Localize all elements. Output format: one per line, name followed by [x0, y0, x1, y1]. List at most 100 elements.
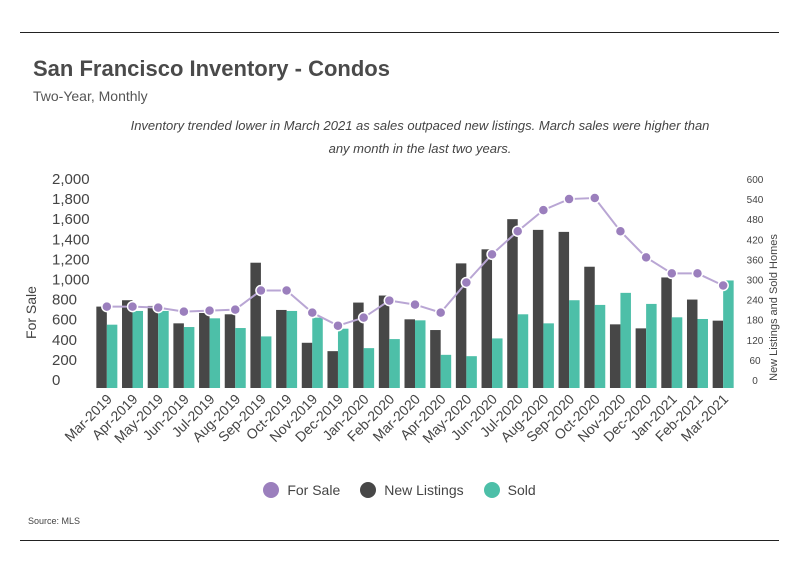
point-for-sale: [409, 298, 421, 311]
y-left-tick-label: 200: [52, 352, 77, 369]
top-rule: [20, 32, 779, 33]
y-right-tick-label: 600: [747, 175, 764, 186]
bar-sold: [543, 323, 554, 388]
legend-item-sold: Sold: [483, 482, 536, 498]
y-right-tick-label: 420: [747, 235, 764, 246]
bar-new-listings: [635, 328, 647, 388]
bar-sold: [466, 356, 477, 388]
bar-new-listings: [122, 300, 133, 388]
y-left-axis-title: For Sale: [23, 286, 39, 339]
bar-sold: [183, 327, 195, 388]
y-left-tick-label: 400: [52, 332, 77, 349]
bar-new-listings: [301, 342, 313, 388]
y-right-tick-label: 480: [747, 215, 764, 226]
point-for-sale: [152, 301, 164, 314]
point-for-sale: [563, 193, 575, 205]
bar-sold: [594, 304, 606, 388]
y-left-tick-label: 1,600: [52, 211, 90, 228]
bar-sold: [158, 310, 169, 388]
point-for-sale: [691, 267, 704, 280]
bar-new-listings: [584, 266, 595, 388]
bar-sold: [697, 318, 708, 388]
chart-caption: Inventory trended lower in March 2021 as…: [130, 118, 710, 156]
bar-new-listings: [199, 312, 210, 388]
point-for-sale: [178, 305, 190, 318]
bar-new-listings: [147, 305, 159, 388]
bar-new-listings: [712, 320, 724, 388]
bar-new-listings: [173, 323, 184, 388]
bar-sold: [671, 317, 683, 388]
bar-sold: [106, 324, 118, 388]
point-for-sale: [614, 225, 627, 237]
chart-subtitle: Two-Year, Monthly: [33, 88, 148, 104]
y-right-tick-label: 60: [749, 356, 761, 367]
bar-sold: [440, 354, 452, 388]
y-left-tick-label: 600: [52, 312, 77, 329]
y-left-tick-label: 800: [52, 292, 77, 309]
point-for-sale: [101, 300, 113, 313]
point-for-sale: [486, 248, 498, 261]
bar-new-listings: [609, 324, 621, 388]
bar-new-listings: [404, 319, 415, 388]
point-for-sale: [589, 192, 601, 204]
y-left-tick-label: 1,400: [52, 231, 90, 248]
legend-label-sold: Sold: [507, 482, 536, 498]
point-for-sale: [126, 300, 139, 313]
bar-new-listings: [276, 309, 287, 388]
bar-new-listings: [327, 351, 338, 388]
point-for-sale: [203, 304, 216, 317]
point-for-sale: [229, 303, 241, 316]
y-left-tick-label: 1,800: [52, 191, 90, 208]
bar-new-listings: [250, 262, 261, 388]
point-for-sale: [383, 294, 396, 307]
source-note: Source: MLS: [28, 516, 81, 526]
bar-sold: [620, 292, 631, 388]
bar-sold: [209, 318, 221, 388]
point-for-sale: [357, 311, 370, 324]
bar-new-listings: [353, 302, 364, 388]
bar-sold: [312, 317, 323, 388]
y-left-tick-label: 2,000: [52, 171, 90, 188]
bar-sold: [132, 310, 144, 388]
bar-new-listings: [507, 219, 518, 388]
bar-sold: [260, 336, 272, 388]
bar-sold: [415, 320, 426, 388]
bar-sold: [337, 328, 349, 388]
point-for-sale: [280, 284, 293, 297]
point-for-sale: [666, 267, 678, 280]
legend-swatch-sold: [483, 482, 500, 498]
y-right-tick-label: 240: [747, 296, 764, 307]
bar-new-listings: [430, 330, 441, 388]
point-for-sale: [717, 279, 729, 292]
bar-new-listings: [455, 263, 467, 388]
bar-new-listings: [481, 249, 493, 388]
legend-label-new-listings: New Listings: [384, 482, 464, 498]
point-for-sale: [434, 306, 447, 319]
legend-item-new-listings: New Listings: [360, 482, 464, 498]
y-right-axis-title: New Listings and Sold Homes: [768, 234, 780, 381]
bottom-rule: [20, 540, 779, 541]
y-right-tick-label: 300: [747, 276, 764, 287]
legend-label-for-sale: For Sale: [287, 482, 341, 498]
y-left-tick-label: 0: [52, 372, 60, 389]
point-for-sale: [460, 276, 473, 289]
point-for-sale: [537, 204, 550, 216]
y-left-tick-label: 1,200: [52, 251, 90, 268]
bar-sold: [363, 348, 375, 388]
legend: For Sale New Listings Sold: [0, 482, 799, 498]
bar-new-listings: [686, 299, 698, 388]
chart-title: San Francisco Inventory - Condos: [33, 56, 390, 81]
bar-sold: [235, 328, 246, 388]
bar-new-listings: [224, 314, 236, 388]
y-right-tick-label: 540: [747, 195, 764, 206]
bar-new-listings: [378, 295, 390, 388]
bar-new-listings: [661, 277, 672, 388]
point-for-sale: [255, 284, 267, 297]
bar-sold: [492, 338, 503, 388]
bar-sold: [286, 310, 298, 388]
point-for-sale: [511, 225, 524, 237]
y-right-tick-label: 360: [747, 255, 764, 266]
bar-sold: [569, 300, 580, 388]
bar-sold: [517, 314, 529, 388]
